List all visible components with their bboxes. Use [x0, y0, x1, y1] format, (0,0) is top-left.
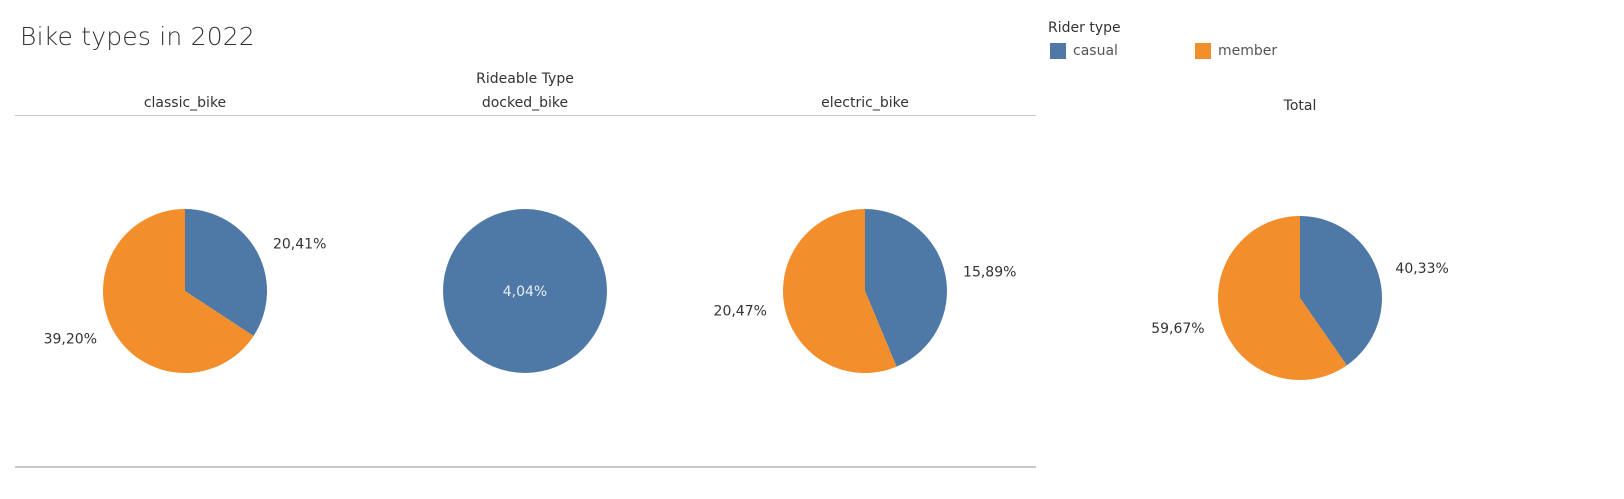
- pie-classic-bike[interactable]: 20,41% 39,20%: [44, 209, 327, 373]
- legend-item-member[interactable]: member: [1195, 42, 1277, 60]
- total-label: Total: [1283, 98, 1317, 114]
- bottom-divider: [15, 466, 1036, 468]
- pie-label-member: 59,67%: [1151, 321, 1204, 337]
- column-header: Rideable Type: [476, 71, 574, 87]
- pie-label-casual: 20,41%: [273, 236, 326, 252]
- pie-label-casual: 4,04%: [503, 284, 547, 300]
- pie-docked-bike[interactable]: 4,04%: [443, 209, 607, 373]
- chart-title: Bike types in 2022: [20, 22, 256, 51]
- legend-swatch-casual: [1050, 43, 1066, 59]
- pie-label-casual: 40,33%: [1395, 261, 1448, 277]
- pie-label-member: 20,47%: [714, 304, 767, 320]
- category-label-classic-bike: classic_bike: [143, 95, 227, 111]
- pie-slice-member[interactable]: [782, 209, 897, 373]
- legend-title: Rider type: [1048, 20, 1121, 36]
- pie-slice-casual[interactable]: [1300, 216, 1382, 366]
- pie-slice-member[interactable]: [102, 209, 254, 373]
- pie-slice-casual[interactable]: [185, 209, 267, 336]
- pie-slice-member[interactable]: [1218, 215, 1347, 380]
- legend-label-member: member: [1218, 43, 1278, 59]
- pie-slice-casual[interactable]: [443, 209, 607, 373]
- category-label-docked-bike: docked_bike: [481, 95, 569, 111]
- header-divider: [15, 115, 1036, 116]
- pie-label-member: 39,20%: [44, 332, 97, 348]
- legend-item-casual[interactable]: casual: [1050, 42, 1118, 60]
- legend-swatch-member: [1195, 43, 1211, 59]
- legend-label-casual: casual: [1073, 43, 1118, 59]
- category-label-electric-bike: electric_bike: [821, 95, 909, 111]
- pie-electric-bike[interactable]: 15,89% 20,47%: [714, 209, 1017, 373]
- pie-slice-casual[interactable]: [865, 209, 947, 367]
- pie-label-casual: 15,89%: [963, 264, 1016, 280]
- pie-total[interactable]: 40,33% 59,67%: [1151, 215, 1449, 380]
